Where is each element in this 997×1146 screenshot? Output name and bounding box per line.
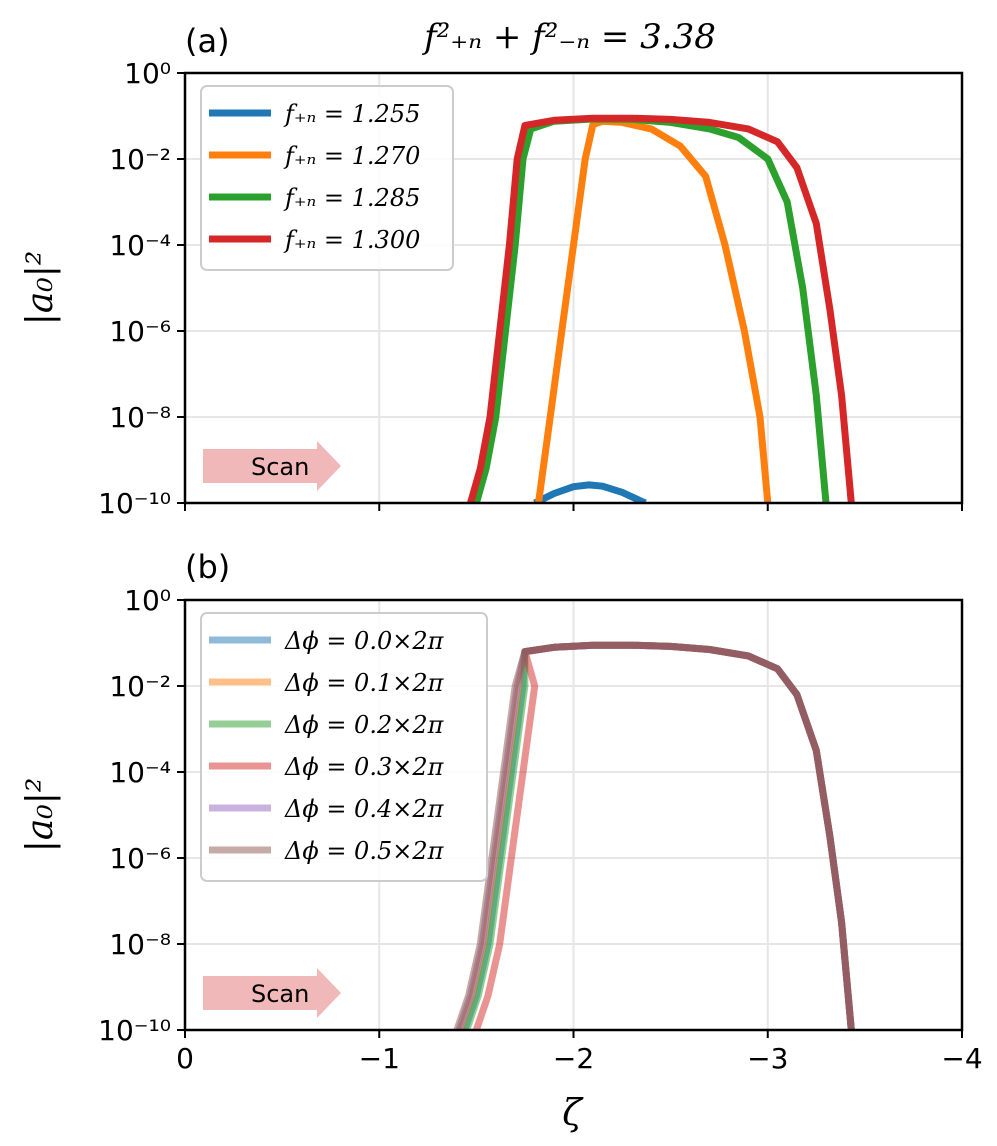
y-tick-label: 10⁻⁶ [109,315,171,348]
panel-a-label: (a) [185,22,230,60]
y-tick-label: 10⁻⁸ [109,401,171,434]
series-line-2 [463,641,855,1030]
x-tick-label: −4 [941,1042,982,1075]
legend-label: Δϕ = 0.0×2π [284,627,445,655]
y-tick-label: 10⁰ [124,584,171,617]
series-line-5 [453,641,855,1030]
panel-b-label: (b) [185,548,230,586]
figure-title: f²₊ₙ + f²₋ₙ = 3.38 [421,17,716,57]
series-line-4 [455,641,855,1030]
series-line-2 [473,115,830,503]
legend: f₊ₙ = 1.255 f₊ₙ = 1.270 f₊ₙ = 1.285 f₊ₙ = 1… [200,85,454,271]
legend-label: Δϕ = 0.1×2π [284,669,445,697]
legend-label: Δϕ = 0.3×2π [284,753,445,781]
legend-label: Δϕ = 0.5×2π [284,837,445,865]
scan-label: Scan [251,453,309,481]
y-tick-label: 10⁻² [109,670,171,703]
legend-box [200,612,488,882]
x-axis-title: ζ [562,1093,584,1134]
y-axis-title: |a₀|² [20,778,61,853]
y-tick-label: 10⁻² [109,143,171,176]
legend: Δϕ = 0.0×2π Δϕ = 0.1×2π Δϕ = 0.2×2π Δϕ = 0.… [200,612,488,882]
y-tick-label: 10⁻⁸ [109,928,171,961]
scan-arrow-shape [203,441,341,491]
legend-label: Δϕ = 0.2×2π [284,711,445,739]
x-tick-label: 0 [176,1042,194,1075]
series-line-0 [533,481,647,503]
x-tick-label: −1 [359,1042,400,1075]
x-tick-label: −3 [747,1042,788,1075]
scan-arrow: Scan [203,441,341,491]
y-axis-title: |a₀|² [20,251,61,326]
legend-label: f₊ₙ = 1.285 [283,184,420,212]
legend-label: f₊ₙ = 1.270 [283,142,420,170]
y-tick-label: 10⁻⁴ [109,756,171,789]
y-tick-label: 10⁻⁶ [109,842,171,875]
x-tick-label: −2 [553,1042,594,1075]
y-tick-label: 10⁻¹⁰ [98,487,171,520]
scan-label: Scan [251,980,309,1008]
panel-b: 0 −1 −2 −3 −4 10⁰ 10⁻² 10⁻⁴ 10⁻⁶ 10⁻⁸ 10⁻¹⁰ |a₀|² Δϕ… [20,584,983,1075]
legend-box [200,85,454,271]
series-line-3 [473,641,855,1030]
legend-label: Δϕ = 0.4×2π [284,795,445,823]
scan-arrow: Scan [203,968,341,1018]
y-tick-label: 10⁻¹⁰ [98,1014,171,1047]
y-tick-label: 10⁻⁴ [109,229,171,262]
y-tick-label: 10⁰ [124,57,171,90]
scan-arrow-shape [203,968,341,1018]
legend-label: f₊ₙ = 1.255 [283,100,420,128]
legend-label: f₊ₙ = 1.300 [283,226,420,254]
series-line-3 [467,114,855,503]
panel-a: 10⁰ 10⁻² 10⁻⁴ 10⁻⁶ 10⁻⁸ 10⁻¹⁰ |a₀|² f₊ₙ = 1.255… [20,57,964,520]
